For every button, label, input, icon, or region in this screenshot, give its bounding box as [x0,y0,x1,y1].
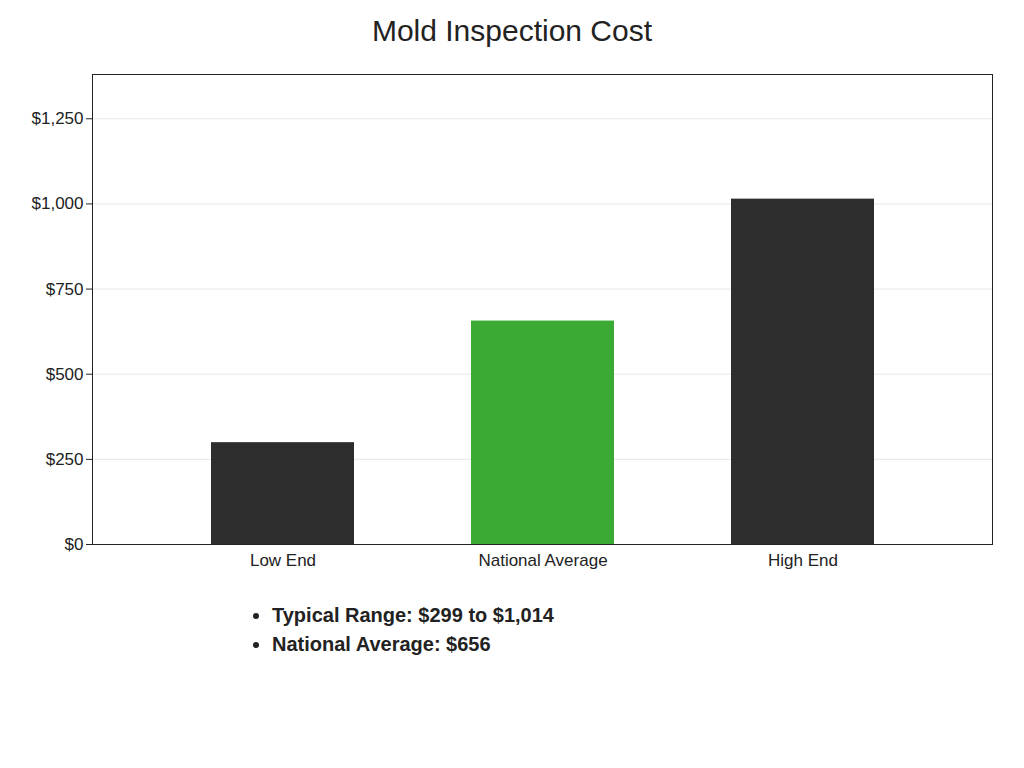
html-text:Typical Range: $299 to $1,014: Typical Range: $299 to $1,014 [272,604,554,626]
svg-text:$250: $250 [46,450,84,469]
html-text:Mold Inspection Cost: Mold Inspection Cost [371,14,653,47]
svg-text:National Average: National Average [478,551,607,570]
svg-text:$750: $750 [46,280,84,299]
svg-text:Low End: Low End [250,551,316,570]
svg-text:$1,000: $1,000 [32,194,84,213]
svg-text:$500: $500 [46,365,84,384]
svg-text:High End: High End [768,551,838,570]
svg-text:$0: $0 [65,535,84,554]
html-text:National Average: $656: National Average: $656 [272,633,491,655]
svg-text:$1,250: $1,250 [32,109,84,128]
